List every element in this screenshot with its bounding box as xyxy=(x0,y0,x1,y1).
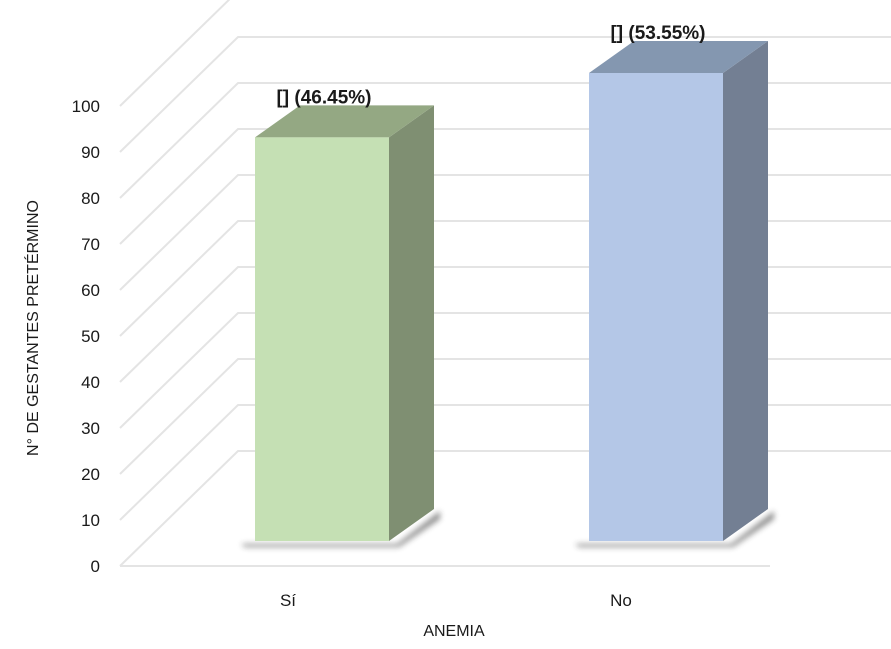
y-axis-title: N° DE GESTANTES PRETÉRMINO xyxy=(23,200,42,456)
y-tick-label: 80 xyxy=(81,189,100,208)
y-tick-label: 40 xyxy=(81,373,100,392)
bar xyxy=(589,73,723,541)
bar-side-face xyxy=(723,41,768,541)
data-labels: [] (46.45%) [] (53.55%) xyxy=(276,23,705,108)
gridline xyxy=(119,450,891,567)
x-axis-title: ANEMIA xyxy=(423,623,485,640)
gridline xyxy=(119,404,891,521)
y-tick-label: 100 xyxy=(72,97,100,116)
bar-top-face xyxy=(589,41,768,73)
gridline xyxy=(119,128,891,245)
y-tick-label: 0 xyxy=(91,557,100,576)
y-tick-label: 60 xyxy=(81,281,100,300)
bar xyxy=(255,137,389,541)
gridline xyxy=(119,0,231,107)
y-tick-label: 50 xyxy=(81,327,100,346)
gridline xyxy=(119,82,891,199)
gridline xyxy=(119,266,891,383)
gridlines xyxy=(119,0,891,567)
y-tick-label: 30 xyxy=(81,419,100,438)
x-axis-categories: Sí No xyxy=(280,591,632,610)
y-tick-label: 20 xyxy=(81,465,100,484)
bar-data-label: [] (53.55%) xyxy=(610,23,705,44)
gridline xyxy=(119,174,891,291)
gridline xyxy=(119,312,891,429)
bars xyxy=(241,41,774,547)
gridline xyxy=(119,220,891,337)
y-tick-label: 90 xyxy=(81,143,100,162)
x-category-label: Sí xyxy=(280,591,296,610)
x-category-label: No xyxy=(610,591,632,610)
y-tick-label: 10 xyxy=(81,511,100,530)
bar-data-label: [] (46.45%) xyxy=(276,87,371,108)
gridline xyxy=(119,358,891,475)
y-axis-ticks: 0 10 20 30 40 50 60 70 80 90 100 xyxy=(72,97,100,576)
y-tick-label: 70 xyxy=(81,235,100,254)
bar-side-face xyxy=(389,105,434,542)
bar-top-face xyxy=(255,105,434,138)
gridline xyxy=(119,36,891,153)
